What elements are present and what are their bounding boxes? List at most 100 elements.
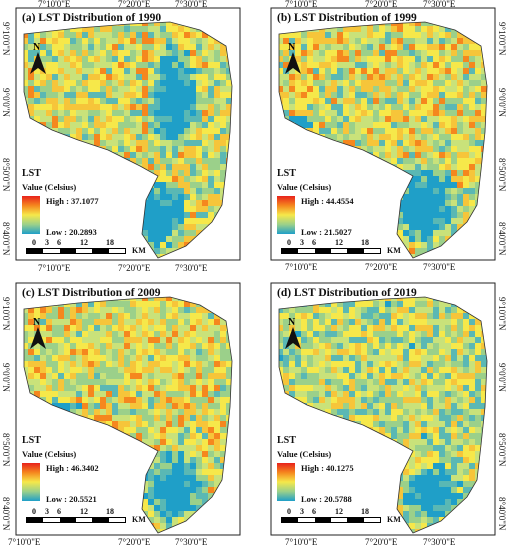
bottom-tick: 7°20'0"E: [365, 537, 398, 547]
map-panel-2019: N (d) LST Distribution of 2019 9°10'0"N …: [255, 275, 509, 550]
bottom-tick: 7°30'0"E: [175, 537, 208, 547]
map-panel-1999: N (b) LST Distribution of 1999 7°10'0"E …: [255, 0, 509, 275]
bottom-tick: 7°10'0"E: [285, 262, 318, 272]
scale-tick: 6: [57, 507, 61, 516]
legend-color-ramp: [22, 196, 40, 234]
scale-tick: 6: [312, 507, 316, 516]
north-arrow-icon: N: [285, 317, 301, 349]
legend-title: LST: [277, 168, 296, 179]
scale-tick: 0: [287, 507, 291, 516]
top-tick: 7°30'0"E: [423, 0, 456, 9]
panel-title: (d) LST Distribution of 2019: [277, 287, 417, 299]
region-boundary: [278, 296, 488, 534]
legend-subtitle: Value (Celsius): [277, 182, 332, 192]
lat-tick: 9°0'0"N: [1, 88, 11, 117]
legend-title: LST: [22, 435, 41, 446]
scale-bar: 0 3 6 12 18 KM: [281, 238, 401, 255]
lat-tick: 9°10'0"N: [497, 22, 507, 56]
scale-unit: KM: [387, 515, 401, 524]
region-boundary: [23, 21, 233, 259]
legend-high: High : 44.4554: [301, 196, 354, 206]
lat-tick: 9°10'0"N: [1, 297, 11, 331]
scale-tick: 3: [300, 238, 304, 247]
lat-tick: 9°0'0"N: [497, 363, 507, 392]
map-panel-1990: N (a) LST Distribution of 1990 7°10'0"E …: [0, 0, 254, 275]
region-boundary: [23, 296, 233, 534]
lat-tick: 8°50'0"N: [497, 158, 507, 192]
scale-tick: 18: [106, 507, 114, 516]
scale-bar: 0 3 6 12 18 KM: [281, 507, 401, 524]
legend-high: High : 46.3402: [46, 463, 99, 473]
scale-tick: 18: [106, 238, 114, 247]
scale-tick: 3: [300, 507, 304, 516]
bottom-tick: 7°30'0"E: [423, 537, 456, 547]
scale-tick: 12: [335, 507, 343, 516]
lat-tick: 8°50'0"N: [1, 433, 11, 467]
scale-tick: 12: [335, 238, 343, 247]
panel-title: (b) LST Distribution of 1999: [277, 12, 417, 24]
top-tick: 7°10'0"E: [38, 263, 71, 273]
lat-tick: 8°40'0"N: [497, 222, 507, 256]
lat-tick: 8°40'0"N: [497, 497, 507, 531]
north-arrow-icon: N: [30, 317, 46, 349]
legend-title: LST: [277, 435, 296, 446]
north-label: N: [33, 42, 41, 53]
region-boundary: [278, 21, 488, 259]
legend-high: High : 40.1275: [301, 463, 354, 473]
legend-high: High : 37.1077: [46, 196, 99, 206]
top-tick: 7°10'0"E: [38, 0, 71, 9]
top-tick: 7°20'0"E: [118, 0, 151, 9]
scale-tick: 18: [361, 507, 369, 516]
map-frame: N: [15, 7, 241, 261]
bottom-tick: 7°20'0"E: [118, 537, 151, 547]
legend-low: Low : 20.5521: [46, 494, 97, 504]
bottom-tick: 7°10'0"E: [285, 537, 318, 547]
bottom-tick: 7°20'0"E: [365, 262, 398, 272]
bottom-tick: 7°30'0"E: [423, 262, 456, 272]
scale-unit: KM: [387, 246, 401, 255]
scale-tick: 12: [80, 238, 88, 247]
lat-tick: 9°0'0"N: [497, 88, 507, 117]
legend-low: Low : 20.5788: [301, 494, 352, 504]
scale-unit: KM: [132, 246, 146, 255]
legend-title: LST: [22, 168, 41, 179]
scale-bar: 0 3 6 12 18 KM: [26, 238, 146, 255]
scale-tick: 0: [32, 238, 36, 247]
legend-subtitle: Value (Celsius): [277, 449, 332, 459]
bottom-tick: 7°10'0"E: [8, 537, 41, 547]
scale-tick: 12: [80, 507, 88, 516]
lat-tick: 8°40'0"N: [1, 497, 11, 531]
legend-color-ramp: [277, 196, 295, 234]
scale-bar: 0 3 6 12 18 KM: [26, 507, 146, 524]
north-arrow-icon: N: [30, 42, 46, 74]
scale-tick: 0: [287, 238, 291, 247]
scale-tick: 3: [45, 507, 49, 516]
lat-tick: 9°10'0"N: [497, 297, 507, 331]
top-tick: 7°20'0"E: [365, 0, 398, 9]
top-tick: 7°20'0"E: [118, 263, 151, 273]
top-tick: 7°30'0"E: [175, 0, 208, 9]
scale-tick: 3: [45, 238, 49, 247]
north-label: N: [288, 317, 296, 328]
legend-color-ramp: [277, 463, 295, 501]
north-label: N: [33, 317, 41, 328]
legend-subtitle: Value (Celsius): [22, 449, 77, 459]
lat-tick: 9°10'0"N: [1, 22, 11, 56]
map-frame: N: [15, 282, 241, 536]
legend-subtitle: Value (Celsius): [22, 182, 77, 192]
lat-tick: 8°50'0"N: [497, 433, 507, 467]
scale-unit: KM: [132, 515, 146, 524]
lat-tick: 8°50'0"N: [1, 158, 11, 192]
panel-title: (c) LST Distribution of 2009: [22, 287, 161, 299]
top-tick: 7°30'0"E: [175, 263, 208, 273]
map-frame: N: [270, 7, 496, 261]
lat-tick: 9°0'0"N: [1, 363, 11, 392]
legend-low: Low : 20.2893: [46, 227, 97, 237]
map-frame: N: [270, 282, 496, 536]
map-panel-2009: N (c) LST Distribution of 2009 7°10'0"E …: [0, 263, 254, 550]
scale-tick: 6: [312, 238, 316, 247]
scale-tick: 6: [57, 238, 61, 247]
lat-tick: 8°40'0"N: [1, 222, 11, 256]
scale-tick: 18: [361, 238, 369, 247]
panel-title: (a) LST Distribution of 1990: [22, 12, 162, 24]
